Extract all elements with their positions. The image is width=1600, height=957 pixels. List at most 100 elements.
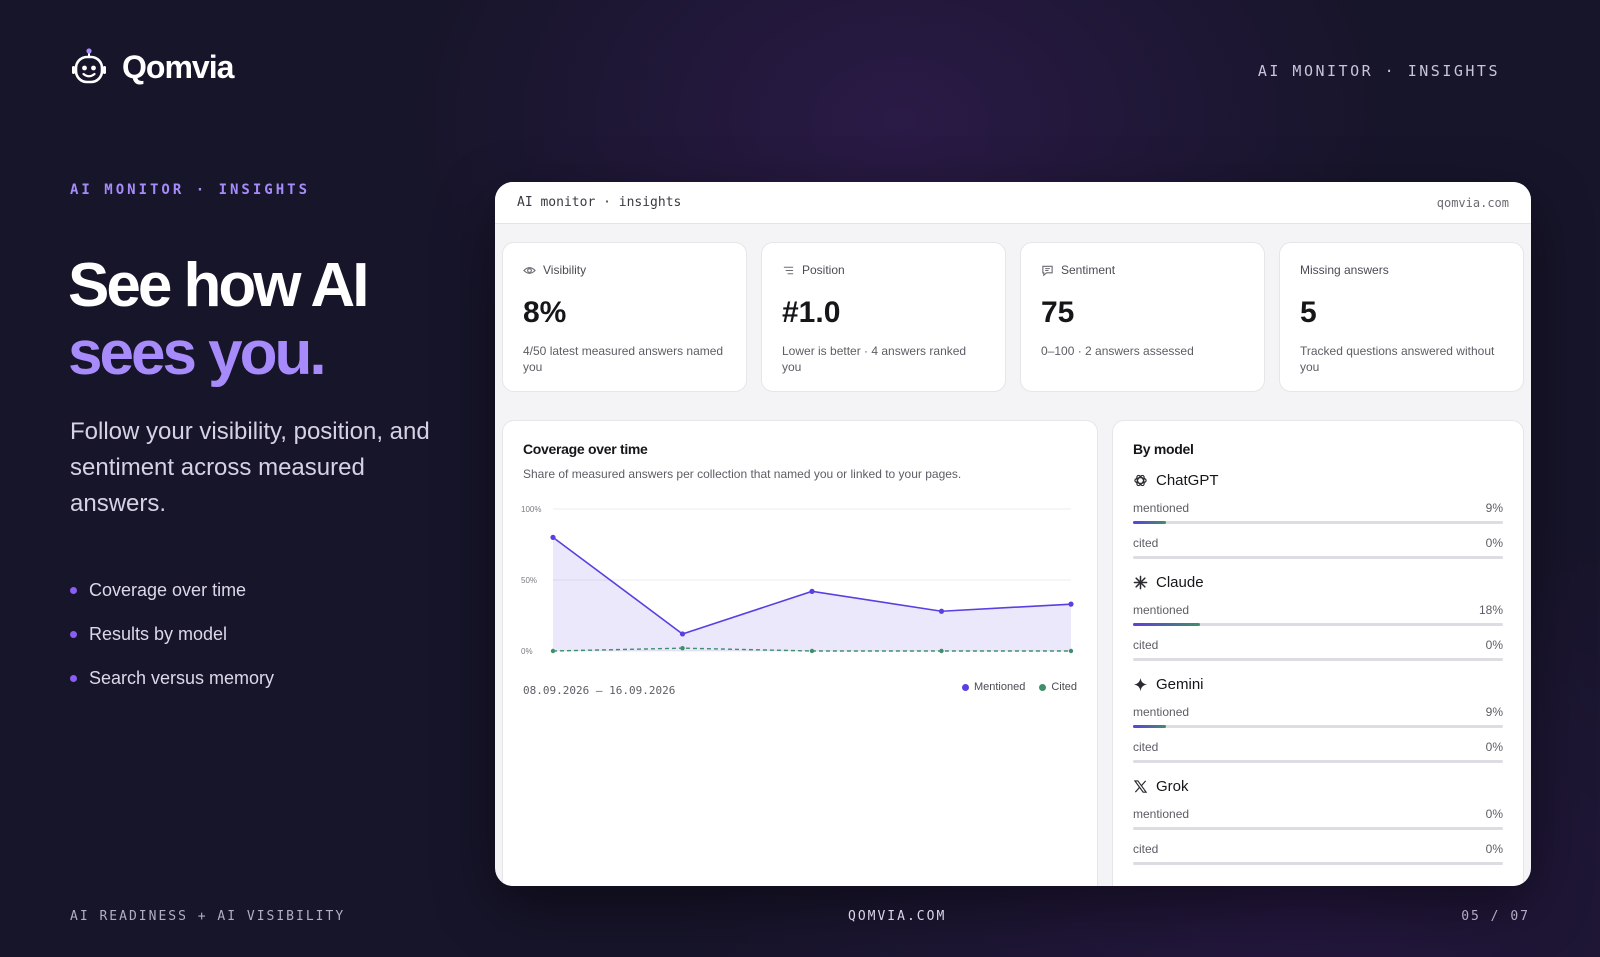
legend-swatch bbox=[961, 683, 969, 691]
by-model-card: By model ChatGPT mentioned 9% cited 0% Cla… bbox=[1112, 420, 1524, 886]
eye-icon bbox=[523, 266, 536, 274]
progress-fill bbox=[1133, 521, 1167, 524]
footer-tagline: AI READINESS + AI VISIBILITY bbox=[70, 909, 346, 924]
coverage-title: Coverage over time bbox=[523, 441, 648, 457]
comment-icon bbox=[1042, 265, 1053, 276]
feature-label: Coverage over time bbox=[89, 579, 247, 600]
model-claude: Claude mentioned 18% cited 0% bbox=[1133, 573, 1503, 661]
mentioned-point bbox=[1068, 601, 1074, 607]
model-header: ChatGPT bbox=[1133, 471, 1503, 489]
feature-label: Search versus memory bbox=[89, 667, 275, 688]
stat-value: 5 bbox=[1300, 296, 1317, 329]
coverage-chart: 100% 50% 0% bbox=[521, 505, 1074, 656]
model-chatgpt: ChatGPT mentioned 9% cited 0% bbox=[1133, 471, 1503, 559]
hero-title-line2: sees you. bbox=[68, 319, 327, 388]
bullet-dot-icon bbox=[70, 674, 77, 682]
legend-label: Mentioned bbox=[973, 681, 1026, 693]
mentioned-area bbox=[553, 537, 1071, 651]
cited-point bbox=[809, 648, 815, 654]
brand-logo[interactable]: Qomvia bbox=[70, 48, 234, 86]
metric-value: 18% bbox=[1478, 603, 1503, 617]
metric-label: cited bbox=[1133, 638, 1159, 652]
stat-note: 4/50 latest measured answers named you bbox=[523, 344, 724, 374]
stat-header: Sentiment bbox=[1041, 263, 1244, 277]
stat-label: Visibility bbox=[543, 263, 587, 277]
stat-header: Missing answers bbox=[1300, 263, 1503, 277]
legend-label: Cited bbox=[1051, 681, 1077, 693]
metric-value: 0% bbox=[1485, 740, 1503, 754]
stat-value: 75 bbox=[1041, 296, 1075, 329]
metric-mentioned: mentioned 0% bbox=[1133, 807, 1503, 830]
panel-titlebar: AI monitor · insights qomvia.com bbox=[495, 182, 1531, 224]
bullet-dot-icon bbox=[70, 586, 77, 594]
metric-label: mentioned bbox=[1133, 705, 1190, 719]
legend-item-cited: Cited bbox=[1039, 681, 1077, 693]
stat-label: Missing answers bbox=[1300, 263, 1389, 277]
by-model-title: By model bbox=[1133, 441, 1194, 457]
metric-label: mentioned bbox=[1133, 807, 1190, 821]
stat-card-missing-answers: Missing answers 5 Tracked questions answ… bbox=[1279, 242, 1524, 392]
hero-lead: Follow your visibility, position, and se… bbox=[70, 418, 430, 517]
metric-value: 9% bbox=[1485, 705, 1503, 719]
footer-website-link[interactable]: QOMVIA.COM bbox=[848, 909, 947, 924]
progress-track bbox=[1133, 623, 1503, 626]
metric-cited: cited 0% bbox=[1133, 842, 1503, 865]
stat-header: Visibility bbox=[523, 263, 726, 277]
progress-track bbox=[1133, 658, 1503, 661]
panel-domain: qomvia.com bbox=[1436, 195, 1509, 210]
metric-value: 9% bbox=[1485, 501, 1503, 515]
insights-panel: AI monitor · insights qomvia.com Visibil… bbox=[495, 182, 1531, 886]
progress-track bbox=[1133, 556, 1503, 559]
feature-label: Results by model bbox=[89, 623, 228, 644]
cited-point bbox=[939, 648, 944, 654]
progress-fill bbox=[1133, 623, 1200, 626]
model-header: Claude bbox=[1133, 573, 1503, 591]
model-grok: Grok mentioned 0% cited 0% bbox=[1133, 777, 1503, 865]
metric-cited: cited 0% bbox=[1133, 638, 1503, 661]
panel-title: AI monitor · insights bbox=[517, 195, 682, 210]
metric-label: mentioned bbox=[1133, 501, 1190, 515]
model-name: ChatGPT bbox=[1156, 471, 1219, 489]
bullet-dot-icon bbox=[70, 630, 77, 638]
metric-label: cited bbox=[1133, 740, 1159, 754]
feature-list: Coverage over time Results by model Sear… bbox=[70, 568, 274, 700]
stat-note: Lower is better · 4 answers ranked you bbox=[782, 344, 967, 374]
progress-track bbox=[1133, 862, 1503, 865]
stat-label: Sentiment bbox=[1061, 263, 1116, 277]
metric-value: 0% bbox=[1485, 536, 1503, 550]
feature-item: Results by model bbox=[70, 612, 274, 656]
x-logo-icon bbox=[1133, 779, 1148, 793]
y-tick-label: 0% bbox=[521, 647, 533, 656]
legend-item-mentioned: Mentioned bbox=[961, 681, 1026, 693]
cited-point bbox=[1068, 648, 1074, 654]
header-section-label: AI MONITOR · INSIGHTS bbox=[1257, 62, 1500, 80]
stat-card-position: Position #1.0 Lower is better · 4 answer… bbox=[761, 242, 1006, 392]
gemini-sparkle-icon bbox=[1133, 677, 1148, 691]
mentioned-point bbox=[550, 534, 556, 540]
feature-item: Search versus memory bbox=[70, 656, 274, 700]
progress-track bbox=[1133, 521, 1503, 524]
metric-value: 0% bbox=[1485, 807, 1503, 821]
metric-mentioned: mentioned 9% bbox=[1133, 705, 1503, 728]
mentioned-point bbox=[809, 588, 815, 594]
model-name: Gemini bbox=[1156, 675, 1204, 693]
stat-label: Position bbox=[802, 263, 845, 277]
model-name: Grok bbox=[1156, 777, 1189, 795]
progress-track bbox=[1133, 827, 1503, 830]
mentioned-point bbox=[679, 631, 686, 637]
coverage-subtitle: Share of measured answers per collection… bbox=[523, 467, 962, 481]
hero-title-line1: See how AI bbox=[68, 251, 369, 320]
model-gemini: Gemini mentioned 9% cited 0% bbox=[1133, 675, 1503, 763]
y-tick-label: 50% bbox=[521, 576, 537, 585]
metric-mentioned: mentioned 9% bbox=[1133, 501, 1503, 524]
stat-value: 8% bbox=[523, 296, 567, 329]
mentioned-point bbox=[938, 608, 945, 614]
cited-point bbox=[680, 645, 685, 651]
list-icon bbox=[783, 266, 794, 274]
metric-value: 0% bbox=[1485, 638, 1503, 652]
hero-eyebrow: AI MONITOR · INSIGHTS bbox=[70, 182, 311, 198]
model-header: Grok bbox=[1133, 777, 1503, 795]
coverage-date-range: 08.09.2026 – 16.09.2026 bbox=[523, 684, 676, 697]
cited-point bbox=[550, 648, 556, 654]
coverage-card: Coverage over time Share of measured ans… bbox=[502, 420, 1098, 886]
